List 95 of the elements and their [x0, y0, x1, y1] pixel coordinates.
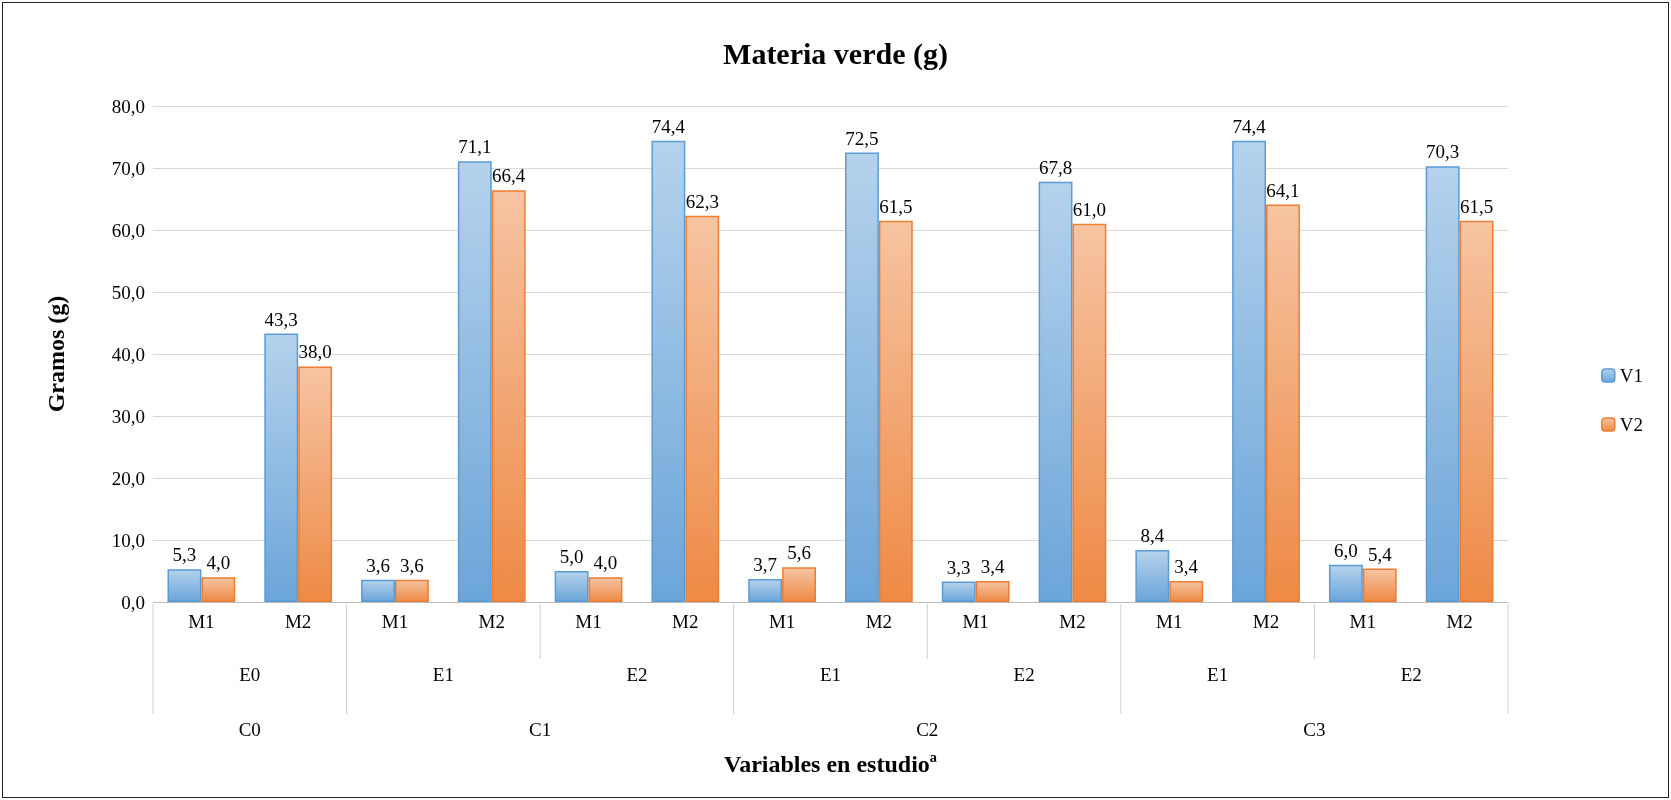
bar [394, 579, 429, 602]
bar [1425, 166, 1460, 602]
bar [1072, 223, 1107, 602]
bar [201, 577, 236, 602]
bar [457, 161, 492, 602]
bar [941, 581, 976, 602]
text: E2 [1400, 663, 1422, 685]
y-tick-label: 30,0 [111, 405, 145, 427]
bar [264, 333, 299, 602]
text: E2 [1013, 663, 1035, 685]
bar [167, 569, 202, 602]
x-tick-label: M2 [1446, 611, 1473, 632]
data-label: 61,0 [1072, 198, 1107, 220]
chart-title: Materia verde (g) [723, 36, 948, 71]
data-label: 43,3 [264, 308, 298, 330]
y-tick-label: 80,0 [111, 95, 145, 117]
bar [588, 577, 623, 602]
bar [878, 220, 913, 602]
text: E2 [626, 663, 648, 685]
y-tick-label: 50,0 [111, 281, 145, 303]
bar [1459, 220, 1494, 602]
data-label: 38,0 [298, 341, 332, 363]
x-tick-label: M2 [284, 611, 312, 632]
bar [845, 152, 879, 602]
text: C3 [1303, 718, 1326, 740]
data-label: 4,0 [206, 552, 231, 574]
data-label: 4,0 [593, 552, 618, 574]
y-tick-label: 40,0 [111, 343, 145, 365]
data-label: 61,5 [879, 195, 913, 217]
data-label: 5,3 [172, 544, 197, 566]
y-tick-label: 60,0 [111, 219, 145, 241]
bar [748, 579, 783, 602]
data-label: 5,6 [787, 542, 811, 564]
text: C2 [916, 718, 939, 740]
data-label: 74,4 [651, 115, 686, 137]
data-label: 8,4 [1140, 524, 1165, 546]
data-label: 5,4 [1367, 543, 1393, 565]
bar [685, 215, 720, 602]
x-tick-label: M1 [188, 611, 215, 632]
data-label: 3,4 [1174, 555, 1199, 577]
data-label: 71,1 [458, 136, 492, 158]
x-tick-label: M1 [962, 611, 989, 632]
data-label: 74,4 [1232, 115, 1267, 137]
bar [1169, 580, 1204, 602]
data-label: 3,3 [946, 556, 971, 578]
x-tick-label: M1 [381, 611, 409, 632]
x-tick-label: M1 [575, 611, 602, 632]
x-tick-label: M2 [865, 611, 893, 632]
data-label: 72,5 [845, 127, 879, 149]
data-label: 6,0 [1334, 539, 1358, 561]
data-label: 66,4 [492, 165, 526, 187]
bar [975, 580, 1010, 602]
text: C0 [238, 718, 261, 740]
y-tick-label: 70,0 [111, 157, 145, 179]
bar [1362, 568, 1397, 602]
bar [1266, 204, 1300, 602]
x-tick-label: M2 [478, 611, 505, 632]
text: E1 [432, 663, 454, 685]
data-label: 64,1 [1266, 179, 1300, 201]
data-label: 61,5 [1459, 195, 1494, 217]
bar [1038, 181, 1073, 602]
x-axis-title: Variables en estudioª [724, 751, 937, 777]
bar [298, 366, 333, 602]
data-label: 3,7 [753, 554, 778, 576]
bar [1328, 564, 1363, 602]
x-tick-label: M1 [768, 611, 796, 632]
text: E1 [1207, 663, 1229, 685]
text: E1 [819, 663, 842, 685]
data-label: 67,8 [1038, 156, 1073, 178]
y-axis-title: Gramos (g) [43, 295, 69, 413]
data-label: 3,4 [980, 555, 1005, 577]
x-tick-label: M2 [672, 611, 699, 632]
legend-label: V2 [1619, 414, 1644, 435]
bar [361, 579, 395, 602]
data-label: 3,6 [400, 554, 424, 576]
legend-label: V1 [1619, 365, 1644, 386]
bar [1135, 549, 1170, 602]
bar [651, 140, 686, 602]
bar [782, 567, 816, 602]
data-label: 70,3 [1426, 141, 1460, 163]
text: C1 [529, 718, 552, 740]
y-tick-label: 10,0 [111, 529, 145, 551]
x-tick-label: M2 [1252, 611, 1280, 632]
bar [554, 571, 589, 602]
y-tick-label: 0,0 [121, 591, 145, 613]
x-tick-label: M1 [1349, 611, 1377, 632]
text: E0 [239, 663, 261, 685]
bar [1232, 140, 1267, 602]
x-tick-label: M2 [1059, 611, 1086, 632]
bar [491, 190, 526, 602]
data-label: 3,6 [366, 554, 390, 576]
y-tick-label: 20,0 [111, 467, 145, 489]
x-tick-label: M1 [1156, 611, 1183, 632]
data-label: 5,0 [559, 546, 584, 567]
data-label: 62,3 [685, 190, 719, 212]
